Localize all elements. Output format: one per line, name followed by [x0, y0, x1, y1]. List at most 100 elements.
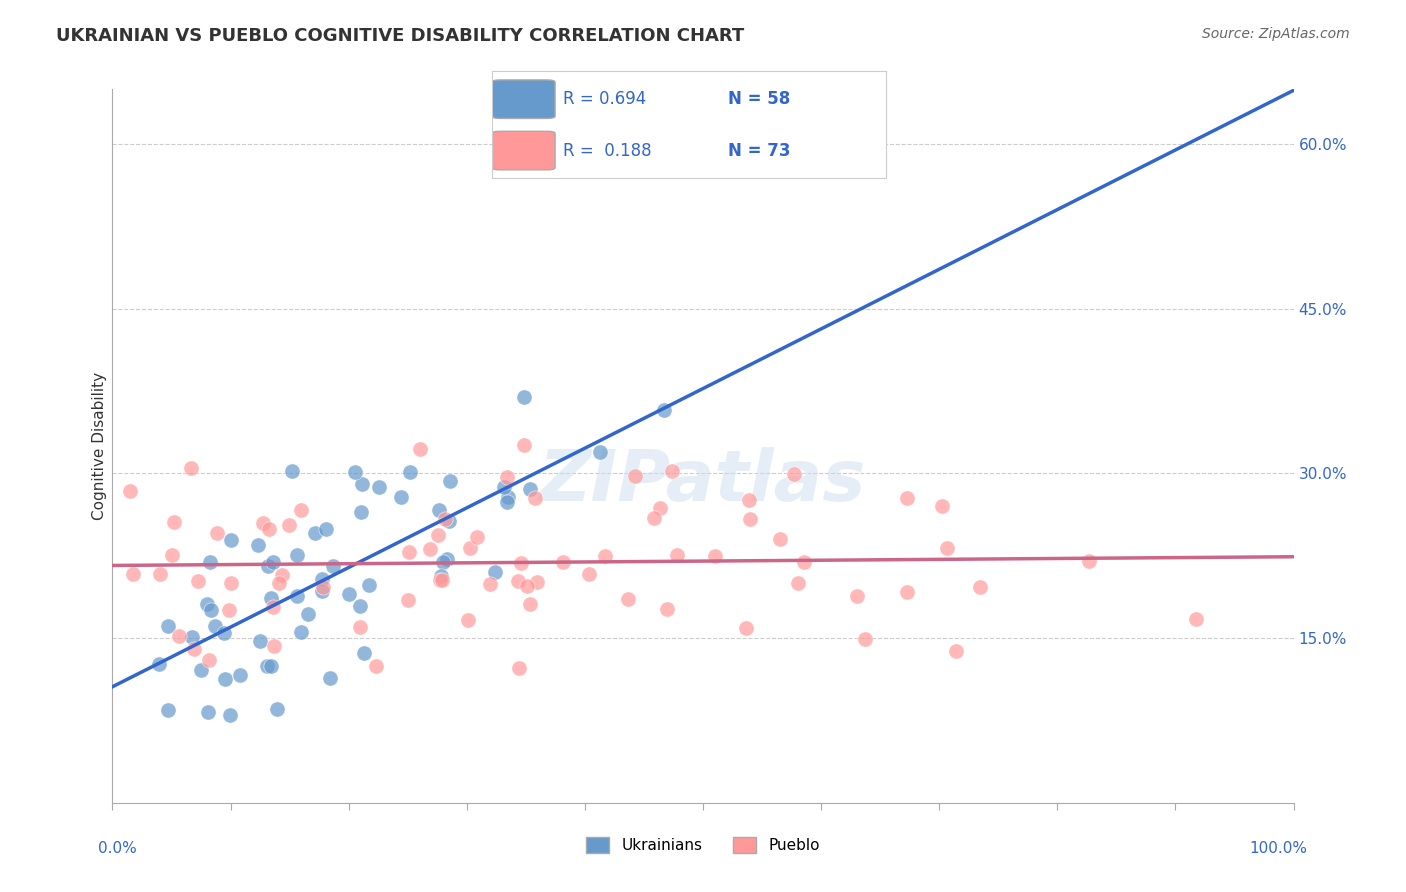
- Point: [257, 522, 280, 536]
- Point: [734, 621, 756, 635]
- Point: [429, 573, 451, 587]
- Point: [853, 632, 876, 646]
- Point: [312, 580, 335, 594]
- Point: [160, 548, 183, 562]
- Point: [229, 667, 252, 681]
- Point: [122, 566, 145, 581]
- Point: [783, 467, 806, 481]
- Point: [219, 533, 242, 547]
- Point: [936, 541, 959, 555]
- Point: [263, 640, 285, 654]
- Point: [509, 556, 531, 570]
- Point: [519, 482, 541, 496]
- Point: [200, 603, 222, 617]
- Point: [496, 470, 519, 484]
- Point: [319, 671, 342, 685]
- Point: [262, 600, 284, 615]
- Point: [269, 576, 291, 591]
- Point: [738, 493, 761, 508]
- Point: [643, 510, 665, 524]
- Point: [648, 501, 671, 516]
- Point: [498, 490, 520, 504]
- Point: [163, 516, 186, 530]
- Point: [181, 630, 204, 644]
- Point: [197, 706, 219, 720]
- Text: N = 58: N = 58: [728, 90, 790, 108]
- Point: [432, 555, 454, 569]
- Point: [665, 548, 688, 562]
- Point: [183, 642, 205, 657]
- Point: [285, 548, 308, 562]
- Point: [657, 602, 679, 616]
- Point: [738, 512, 761, 526]
- Point: [311, 584, 333, 599]
- Point: [344, 465, 367, 479]
- Point: [617, 592, 640, 607]
- Point: [187, 574, 209, 589]
- Point: [205, 525, 228, 540]
- Point: [262, 555, 284, 569]
- Point: [465, 530, 488, 544]
- Point: [845, 589, 868, 603]
- Point: [260, 658, 283, 673]
- Point: [624, 469, 647, 483]
- Point: [337, 587, 360, 601]
- Point: [349, 619, 371, 633]
- Y-axis label: Cognitive Disability: Cognitive Disability: [91, 372, 107, 520]
- Point: [398, 465, 420, 479]
- Point: [249, 633, 271, 648]
- Point: [281, 464, 304, 478]
- Point: [218, 603, 240, 617]
- Point: [364, 659, 387, 673]
- Point: [484, 565, 506, 579]
- Point: [439, 474, 461, 488]
- Point: [437, 514, 460, 528]
- Point: [661, 464, 683, 478]
- Point: [277, 518, 299, 533]
- Point: [432, 574, 454, 588]
- Point: [252, 516, 274, 530]
- Point: [398, 545, 420, 559]
- Point: [297, 607, 319, 622]
- Point: [419, 542, 441, 557]
- Point: [496, 495, 519, 509]
- Text: ZIPatlas: ZIPatlas: [540, 447, 866, 516]
- Point: [352, 476, 374, 491]
- Point: [368, 480, 391, 494]
- Point: [290, 503, 312, 517]
- Point: [896, 491, 918, 506]
- Point: [430, 569, 453, 583]
- Point: [304, 526, 326, 541]
- Point: [652, 402, 675, 417]
- Point: [246, 538, 269, 552]
- Legend: Ukrainians, Pueblo: Ukrainians, Pueblo: [581, 831, 825, 859]
- Point: [311, 572, 333, 586]
- Point: [506, 574, 529, 588]
- Text: Source: ZipAtlas.com: Source: ZipAtlas.com: [1202, 27, 1350, 41]
- Point: [434, 512, 457, 526]
- Point: [256, 659, 278, 673]
- Point: [198, 652, 221, 666]
- Point: [519, 598, 541, 612]
- Point: [389, 490, 412, 504]
- Text: R =  0.188: R = 0.188: [562, 142, 651, 160]
- Point: [945, 643, 967, 657]
- Text: 100.0%: 100.0%: [1250, 841, 1308, 856]
- Point: [793, 555, 815, 569]
- Point: [769, 532, 792, 546]
- Point: [457, 613, 479, 627]
- Point: [149, 566, 172, 581]
- Point: [204, 619, 226, 633]
- Point: [588, 445, 610, 459]
- Point: [396, 592, 419, 607]
- Point: [349, 599, 371, 613]
- Point: [322, 559, 344, 574]
- Point: [426, 527, 449, 541]
- Point: [260, 591, 283, 606]
- Point: [359, 578, 381, 592]
- FancyBboxPatch shape: [492, 131, 555, 169]
- Point: [523, 491, 546, 506]
- FancyBboxPatch shape: [492, 80, 555, 119]
- Point: [180, 461, 202, 475]
- Text: N = 73: N = 73: [728, 142, 790, 160]
